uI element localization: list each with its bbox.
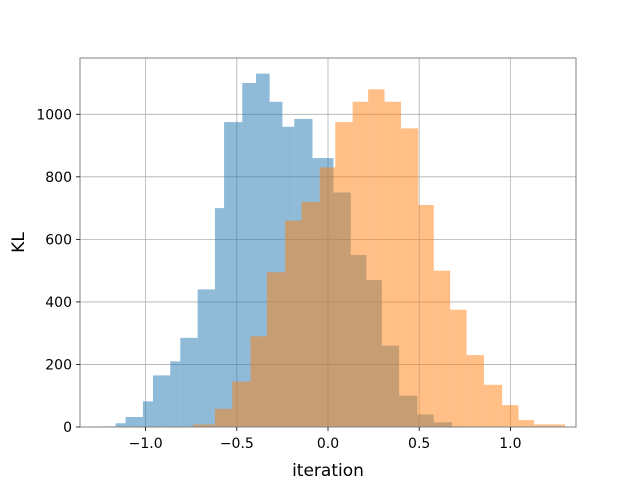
histogram-bar <box>418 204 434 427</box>
histogram-bar <box>115 423 126 427</box>
histogram-bar <box>450 309 467 427</box>
histogram-bar <box>214 408 233 427</box>
histogram-bar <box>400 128 419 427</box>
histogram-bar <box>232 381 251 427</box>
histogram-bar <box>518 420 535 427</box>
histogram-bar <box>197 289 215 427</box>
histogram-bar <box>352 101 369 427</box>
histogram-bar <box>266 272 286 427</box>
histogram-bar <box>319 167 336 427</box>
y-axis-label: KL <box>9 232 29 253</box>
histogram-bar <box>466 355 484 427</box>
y-tick-label: 800 <box>45 170 72 186</box>
histogram-bar <box>433 270 451 427</box>
x-tick-label: 1.0 <box>499 436 521 452</box>
histogram-bar <box>125 416 143 427</box>
histogram-bar <box>285 220 302 427</box>
histogram-bar <box>142 401 153 427</box>
histogram-bar <box>250 336 267 427</box>
histogram-bar <box>224 122 243 428</box>
histogram-bar <box>502 405 519 427</box>
histogram-bar <box>534 424 566 427</box>
y-tick-label: 0 <box>63 420 72 436</box>
histogram-bar <box>152 375 171 427</box>
histogram-bar <box>384 101 401 427</box>
histogram-bar <box>170 361 181 427</box>
x-tick-label: 0.5 <box>408 436 430 452</box>
histogram-bar <box>335 122 353 428</box>
histogram-bar <box>301 201 320 427</box>
histogram-bars <box>98 73 566 428</box>
y-tick-label: 600 <box>45 232 72 248</box>
histogram-bar <box>180 337 198 427</box>
histogram-bar <box>483 384 503 427</box>
axis-ticks: −1.0 −0.5 0.0 0.5 1.0 0 200 400 600 800 1000 <box>36 107 521 452</box>
y-tick-label: 400 <box>45 295 72 311</box>
histogram-series-2 <box>193 89 566 428</box>
x-tick-label: −1.0 <box>129 436 163 452</box>
x-tick-label: 0.0 <box>317 436 339 452</box>
y-tick-label: 1000 <box>36 107 72 123</box>
y-tick-label: 200 <box>45 357 72 373</box>
x-tick-label: −0.5 <box>220 436 254 452</box>
histogram-bar <box>193 424 215 427</box>
histogram-bar <box>214 208 225 427</box>
histogram-bar <box>368 89 385 428</box>
x-axis-label: iteration <box>292 461 364 480</box>
